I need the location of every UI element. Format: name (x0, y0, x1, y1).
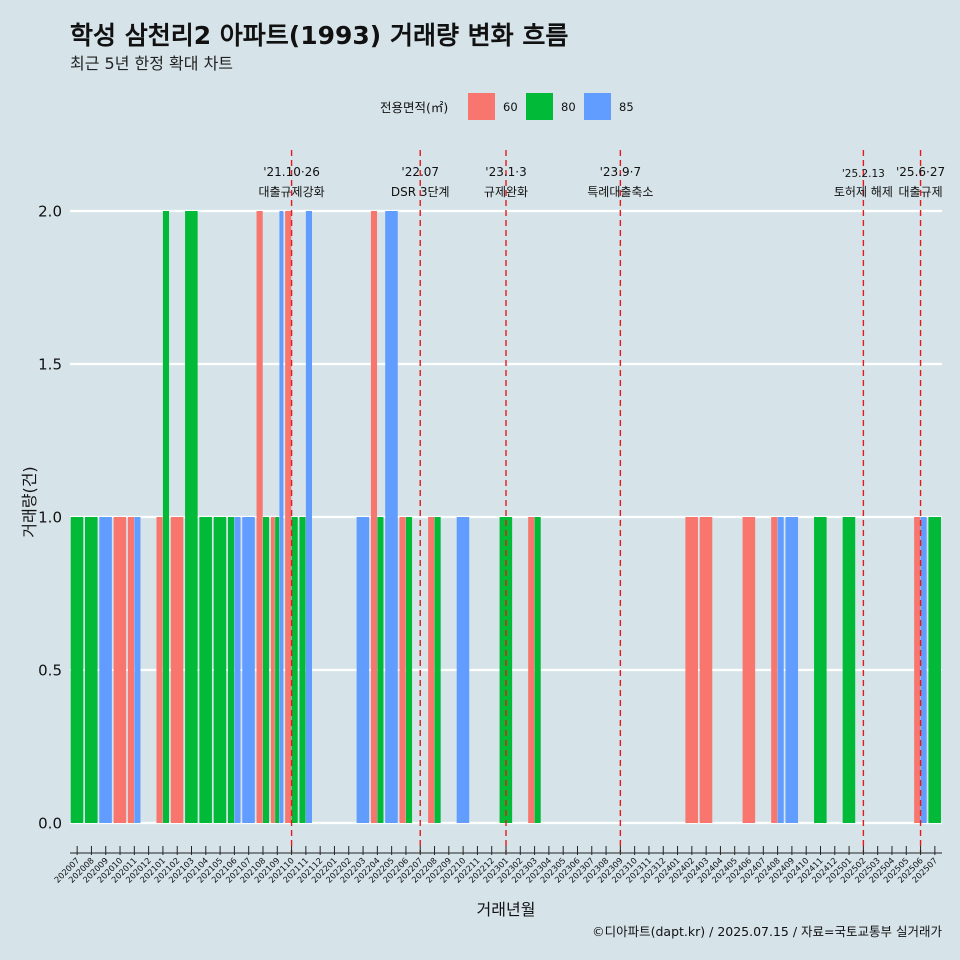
bar-80-202103 (185, 211, 198, 823)
bar-60-202010 (113, 517, 127, 823)
bar-60-202204 (370, 211, 378, 823)
event-desc-label: 대출규제 (898, 185, 942, 199)
bar-80-202411 (814, 517, 827, 823)
bar-60-202402 (685, 517, 698, 823)
event-lines: '21.10·26 대출규제강화 '22.07 DSR 3단계 '23.1·3 규제완화 '… (258, 150, 945, 852)
legend-label-60: 60 (503, 100, 518, 114)
caption: ©디아파트(dapt.kr) / 2025.07.15 / 자료=국토교통부 실… (592, 924, 942, 939)
bar-85-202506 (920, 517, 927, 823)
event-desc-label: DSR 3단계 (391, 185, 450, 199)
y-tick-label: 0.0 (38, 815, 62, 833)
y-tick-label: 0.5 (38, 662, 62, 680)
event-desc-label: 토허제 해제 (834, 185, 893, 199)
bar-60-202109 (270, 517, 275, 823)
chart-title: 학성 삼천리2 아파트(1993) 거래량 변화 흐름 (70, 21, 568, 50)
bar-60-202108 (256, 211, 263, 823)
legend-label-85: 85 (619, 100, 634, 114)
event-date-label: '23.1·3 (485, 165, 526, 179)
x-axis: 2020072020082020092020102020112020122021… (52, 846, 942, 885)
bar-60-202206 (399, 517, 406, 823)
y-axis: 0.0 0.5 1.0 1.5 2.0 (38, 203, 62, 833)
bar-80-202106 (227, 517, 235, 823)
y-tick-label: 1.5 (38, 356, 62, 374)
event-desc-label: 대출규제강화 (258, 185, 324, 199)
legend-key-80 (526, 93, 553, 120)
bar-80-202303 (534, 517, 541, 823)
bar-85-202107 (242, 517, 255, 823)
bar-60-202208 (428, 517, 435, 823)
bar-80-202110 (291, 517, 298, 823)
y-axis-label: 거래량(건) (20, 466, 39, 537)
bar-85-202210 (456, 517, 470, 823)
event-date-label: '22.07 (401, 165, 439, 179)
bar-60-202403 (699, 517, 713, 823)
event-desc-label: 특례대출축소 (587, 185, 653, 199)
legend-label-80: 80 (561, 100, 576, 114)
bar-85-202109 (279, 211, 284, 823)
bar-80-202108 (262, 517, 270, 823)
event-date-label: '21.10·26 (263, 165, 320, 179)
event-date-label: '23.9·7 (600, 165, 641, 179)
bar-80-202104 (199, 517, 212, 823)
y-tick-label: 2.0 (38, 203, 62, 221)
bar-60-202408 (771, 517, 778, 823)
legend-key-85 (584, 93, 611, 120)
bar-85-202203 (356, 517, 370, 823)
bar-60-202506 (914, 517, 921, 823)
bar-60-202303 (528, 517, 535, 823)
bar-85-202011 (134, 517, 141, 823)
bar-60-202406 (742, 517, 756, 823)
bar-85-202409 (785, 517, 799, 823)
bar-80-202206 (405, 517, 413, 823)
bar-80-202008 (85, 517, 98, 823)
legend: 전용면적(㎡) 60 80 85 (380, 93, 634, 120)
bar-80-202208 (434, 517, 441, 823)
bars (70, 211, 941, 823)
bar-85-202111 (305, 211, 313, 823)
bar-60-202110 (285, 211, 292, 823)
bar-85-202106 (234, 517, 241, 823)
x-axis-label: 거래년월 (477, 900, 536, 919)
bar-60-202011 (127, 517, 135, 823)
bar-80-202507 (928, 517, 941, 823)
legend-key-60 (468, 93, 495, 120)
bar-85-202009 (99, 517, 112, 823)
bar-80-202111 (299, 517, 306, 823)
bar-60-202102 (170, 517, 184, 823)
bar-80-202109 (275, 517, 280, 823)
bar-60-202101 (156, 517, 163, 823)
bar-85-202408 (777, 517, 784, 823)
bar-85-202205 (385, 211, 398, 823)
bar-80-202007 (70, 517, 84, 823)
bar-80-202204 (377, 517, 384, 823)
bar-80-202501 (842, 517, 856, 823)
legend-title: 전용면적(㎡) (380, 100, 448, 115)
event-date-label: '25.6·27 (896, 165, 945, 179)
event-date-label: '25.2.13 (842, 168, 885, 180)
event-desc-label: 규제완화 (484, 185, 528, 199)
bar-80-202101 (162, 211, 170, 823)
bar-80-202105 (213, 517, 227, 823)
chart-subtitle: 최근 5년 한정 확대 차트 (70, 54, 233, 73)
y-tick-label: 1.0 (38, 509, 62, 527)
